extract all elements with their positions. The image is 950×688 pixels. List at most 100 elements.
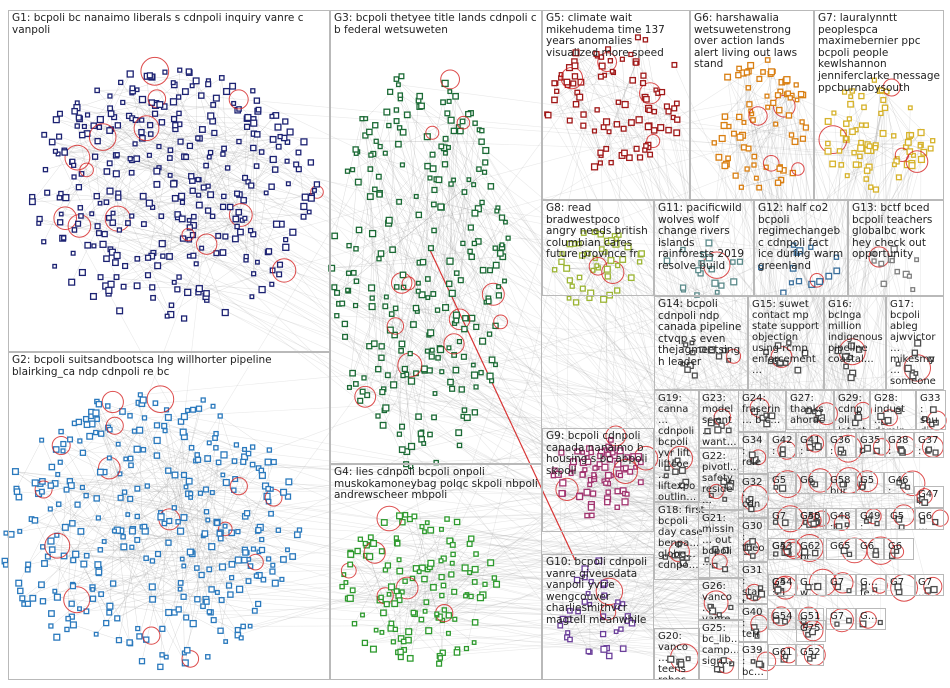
node[interactable]	[247, 227, 254, 234]
node[interactable]	[244, 113, 252, 122]
node[interactable]	[89, 292, 97, 300]
node[interactable]	[253, 97, 261, 104]
node[interactable]	[156, 143, 162, 150]
node[interactable]	[311, 187, 317, 193]
node[interactable]	[71, 162, 77, 168]
node[interactable]	[120, 99, 126, 106]
node[interactable]	[129, 85, 136, 92]
node[interactable]	[183, 154, 190, 160]
node[interactable]	[41, 131, 48, 138]
node[interactable]	[166, 253, 173, 260]
node[interactable]	[56, 110, 63, 117]
node[interactable]	[78, 131, 86, 139]
node[interactable]	[258, 285, 266, 294]
node[interactable]	[307, 159, 315, 166]
node[interactable]	[250, 231, 257, 238]
node[interactable]	[81, 123, 87, 130]
node[interactable]	[195, 176, 201, 183]
node[interactable]	[139, 192, 147, 200]
node[interactable]	[112, 259, 119, 267]
node[interactable]	[221, 193, 227, 200]
node[interactable]	[55, 151, 61, 157]
node[interactable]	[229, 82, 237, 90]
node[interactable]	[258, 149, 265, 155]
node[interactable]	[226, 203, 234, 211]
node[interactable]	[167, 147, 174, 154]
node[interactable]	[146, 72, 153, 79]
node[interactable]	[94, 137, 101, 145]
node[interactable]	[269, 135, 277, 143]
node[interactable]	[158, 119, 166, 126]
node[interactable]	[160, 253, 166, 259]
node[interactable]	[171, 279, 177, 285]
node[interactable]	[105, 214, 112, 221]
node[interactable]	[186, 142, 194, 150]
node[interactable]	[71, 174, 77, 180]
node[interactable]	[600, 295, 608, 303]
node[interactable]	[293, 161, 300, 168]
node[interactable]	[210, 101, 217, 108]
node[interactable]	[153, 180, 161, 188]
node[interactable]	[106, 127, 114, 134]
node[interactable]	[71, 107, 78, 115]
node[interactable]	[164, 313, 170, 319]
node[interactable]	[566, 295, 572, 301]
node[interactable]	[44, 189, 51, 196]
node[interactable]	[195, 135, 201, 141]
node[interactable]	[56, 133, 63, 140]
node[interactable]	[107, 105, 114, 112]
node[interactable]	[58, 190, 64, 197]
node[interactable]	[295, 149, 302, 156]
node[interactable]	[286, 128, 294, 136]
node[interactable]	[78, 213, 84, 219]
node[interactable]	[103, 255, 110, 263]
node[interactable]	[106, 160, 113, 167]
node[interactable]	[285, 181, 291, 187]
node[interactable]	[177, 67, 183, 73]
node[interactable]	[96, 124, 103, 130]
node[interactable]	[103, 199, 110, 206]
node[interactable]	[283, 237, 289, 243]
node[interactable]	[153, 167, 161, 175]
node[interactable]	[134, 255, 141, 262]
node[interactable]	[84, 241, 92, 249]
node[interactable]	[147, 122, 154, 129]
node[interactable]	[224, 165, 231, 171]
node[interactable]	[188, 173, 195, 180]
node[interactable]	[207, 191, 215, 199]
node[interactable]	[211, 129, 218, 137]
node[interactable]	[231, 235, 239, 243]
node[interactable]	[284, 158, 290, 164]
node[interactable]	[271, 166, 279, 173]
node[interactable]	[52, 263, 58, 269]
node[interactable]	[289, 228, 297, 236]
node[interactable]	[189, 231, 196, 239]
node[interactable]	[118, 79, 124, 86]
node[interactable]	[147, 131, 154, 137]
node[interactable]	[205, 81, 212, 88]
node[interactable]	[133, 282, 141, 290]
node[interactable]	[96, 115, 104, 124]
node[interactable]	[248, 182, 255, 189]
node[interactable]	[77, 205, 84, 211]
node[interactable]	[112, 170, 120, 178]
node[interactable]	[242, 174, 249, 181]
node[interactable]	[113, 274, 120, 281]
node[interactable]	[272, 220, 281, 228]
node[interactable]	[58, 211, 64, 217]
node[interactable]	[176, 274, 182, 280]
node[interactable]	[167, 172, 173, 178]
node[interactable]	[219, 249, 227, 256]
node[interactable]	[236, 138, 242, 145]
node[interactable]	[250, 144, 257, 152]
node[interactable]	[255, 106, 262, 113]
node[interactable]	[263, 190, 269, 196]
node[interactable]	[234, 190, 241, 197]
node[interactable]	[206, 154, 212, 160]
node[interactable]	[220, 151, 226, 157]
node[interactable]	[174, 211, 181, 218]
node[interactable]	[251, 271, 257, 277]
node[interactable]	[269, 155, 277, 164]
node[interactable]	[265, 248, 273, 255]
node[interactable]	[223, 87, 231, 96]
